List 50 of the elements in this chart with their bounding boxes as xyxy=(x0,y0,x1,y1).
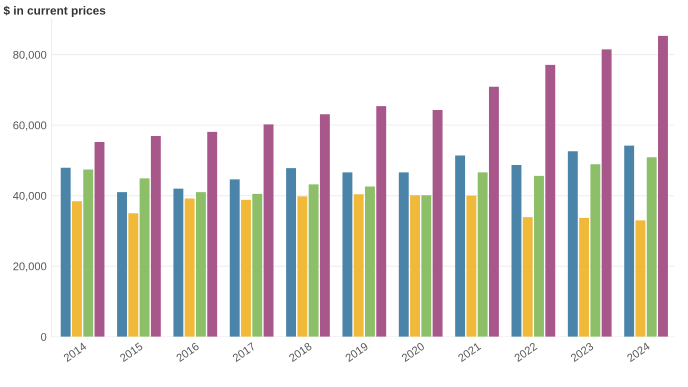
bar xyxy=(252,194,262,337)
bar xyxy=(308,184,319,337)
bar xyxy=(658,36,668,337)
bar xyxy=(590,164,600,337)
bar xyxy=(455,155,466,337)
bar xyxy=(354,194,364,337)
y-tick-label: 60,000 xyxy=(13,121,46,131)
bar xyxy=(128,213,138,337)
bar xyxy=(150,136,161,337)
bar xyxy=(72,201,82,337)
bar xyxy=(488,86,499,337)
bar xyxy=(196,192,206,337)
bar xyxy=(320,114,330,337)
bar xyxy=(545,64,556,337)
bar xyxy=(568,151,578,337)
y-tick-label: 20,000 xyxy=(13,262,46,272)
bar xyxy=(602,49,612,337)
bar xyxy=(173,188,184,337)
bar xyxy=(342,172,352,337)
bar xyxy=(466,196,476,337)
bar xyxy=(241,200,251,337)
bar xyxy=(398,172,409,337)
bar xyxy=(207,132,218,337)
bar xyxy=(432,110,443,337)
bar xyxy=(184,198,195,337)
bar xyxy=(635,220,646,337)
bar xyxy=(512,164,522,337)
y-tick-label: 0 xyxy=(40,332,46,341)
y-tick-label: 40,000 xyxy=(13,192,46,202)
bar xyxy=(624,146,634,337)
bar xyxy=(83,170,94,337)
bar xyxy=(410,195,420,337)
bar xyxy=(534,176,544,337)
y-axis-title: $ in current prices xyxy=(4,6,106,18)
bar xyxy=(230,179,240,337)
bar xyxy=(117,192,127,337)
bar xyxy=(522,217,533,337)
bar xyxy=(478,172,488,337)
bar xyxy=(376,106,386,337)
bar xyxy=(421,195,432,337)
bar xyxy=(94,142,104,337)
bar xyxy=(646,157,657,337)
bar xyxy=(297,196,308,337)
bar xyxy=(579,218,590,337)
bar xyxy=(60,168,71,337)
bar xyxy=(264,124,274,337)
bar xyxy=(140,178,150,337)
bar xyxy=(286,168,296,337)
bar xyxy=(365,186,375,337)
y-tick-label: 80,000 xyxy=(13,50,46,60)
